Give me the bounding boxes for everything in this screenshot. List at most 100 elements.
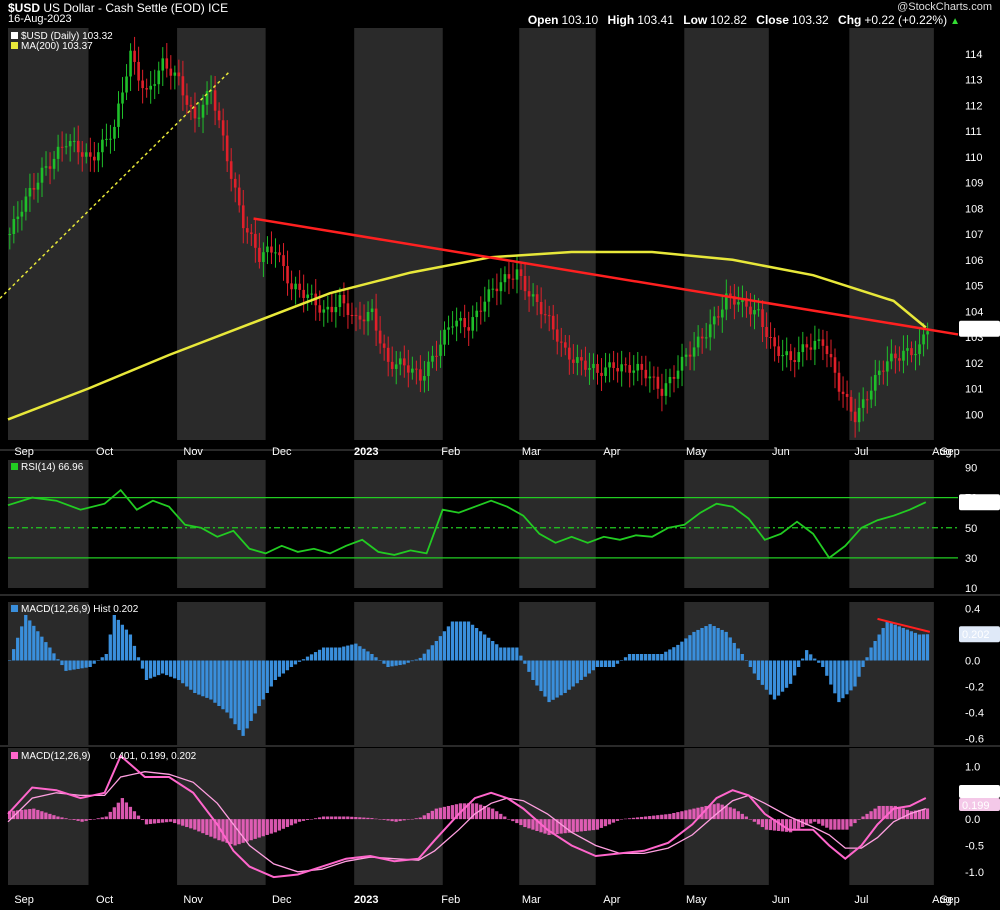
hist-bar [450, 621, 455, 661]
hist-bar [752, 660, 757, 674]
macd-hist-bar [217, 819, 221, 841]
hist-bar [116, 619, 120, 661]
hist-bar [728, 637, 732, 661]
macd-hist-bar [748, 819, 752, 820]
month-label: Jun [772, 446, 790, 458]
hist-bar [483, 634, 487, 661]
macd-hist-bar [80, 819, 84, 822]
macd-hist-bar [466, 803, 471, 820]
candle-body [282, 255, 285, 267]
candle-body [201, 104, 205, 118]
macd-hist-bar [241, 819, 245, 843]
macd-hist-bar [889, 805, 893, 820]
candle-body [161, 58, 165, 71]
candle-body [93, 156, 96, 161]
candle-body [632, 370, 636, 373]
hist-bar [748, 660, 752, 667]
candle-body [129, 50, 132, 77]
hist-bar [909, 631, 913, 661]
macd-hist-bar [84, 819, 88, 821]
candle-body [519, 269, 523, 277]
hist-bar [253, 660, 257, 714]
candle-body [877, 370, 881, 375]
candle-body [306, 294, 309, 298]
macd-hist-bar [925, 808, 930, 820]
candle-body [894, 353, 897, 359]
hist-bar [760, 660, 765, 685]
hist-bar [680, 641, 684, 661]
macd-hist-bar [16, 810, 20, 820]
price-tick-label: 109 [965, 178, 983, 190]
candle-body [229, 161, 233, 179]
macd-hist-bar [523, 819, 527, 828]
macd-hist-bar [825, 819, 829, 828]
macd-hist-bar [652, 815, 656, 820]
month-label: Aug [932, 894, 952, 906]
hist-bar [825, 660, 829, 676]
month-label: Oct [96, 894, 113, 906]
macd-hist-bar [160, 819, 165, 823]
macd-hist-bar [631, 817, 636, 820]
hist-bar [269, 660, 273, 687]
macd-hist-bar [338, 816, 342, 820]
hist-bar [885, 621, 889, 661]
hist-bar [173, 660, 177, 679]
macd-hist-bar [623, 818, 628, 820]
hist-bar [44, 642, 48, 661]
macd-hist-bar [398, 819, 402, 822]
candle-body [217, 110, 221, 121]
macd-hist-bar [805, 819, 809, 826]
candle-body [523, 276, 527, 292]
hist-bar [136, 657, 141, 661]
candle-body [28, 187, 32, 197]
hist-last-tag [959, 626, 1000, 643]
macd-hist-bar [189, 819, 193, 829]
candle-body [221, 120, 225, 136]
macd-hist-bar [390, 819, 394, 822]
candle-body [193, 106, 197, 119]
hist-bar [305, 656, 310, 661]
month-label: Sep [14, 894, 34, 906]
candle-body [491, 288, 495, 290]
hist-bar [579, 660, 583, 680]
hist-bar [672, 647, 676, 661]
legend-hist: MACD(12,26,9) Hist 0.202 [21, 604, 139, 615]
candle-body [435, 355, 438, 357]
hist-bar [660, 654, 664, 661]
hist-bar [466, 621, 471, 661]
macd-hist-bar [849, 819, 853, 827]
candle-body [189, 104, 193, 107]
macd-hist-bar [627, 818, 632, 820]
credit: @StockCharts.com [897, 1, 992, 13]
candle-body [753, 310, 756, 315]
candle-body [145, 88, 148, 90]
hist-bar [245, 660, 249, 729]
rsi-last-tag [959, 494, 1000, 511]
candle-body [153, 84, 157, 86]
low-label: Low [683, 13, 708, 27]
hist-bar [861, 660, 865, 667]
hist-bar [382, 660, 386, 664]
macd-hist-bar [370, 818, 374, 820]
month-band [354, 28, 443, 440]
month-label: Jun [772, 894, 790, 906]
hist-bar [470, 624, 475, 661]
macd-hist-bar [116, 802, 120, 820]
price-tick-label: 102 [965, 358, 983, 370]
macd-hist-bar [704, 805, 708, 820]
hist-bar [309, 654, 314, 661]
price-tick-label: 107 [965, 229, 983, 241]
candle-body [16, 216, 20, 220]
macd-hist-bar [140, 819, 145, 821]
candle-body [8, 234, 12, 235]
macd-hist-bar [796, 819, 801, 829]
candle-body [358, 315, 362, 320]
candle-body [374, 308, 378, 331]
hist-bar [901, 628, 905, 661]
candle-body [539, 301, 543, 315]
candle-body [845, 393, 849, 397]
macd-hist-bar [712, 804, 716, 820]
macd-hist-bar [245, 819, 249, 842]
hist-bar [639, 654, 644, 661]
hist-bar [281, 660, 286, 674]
